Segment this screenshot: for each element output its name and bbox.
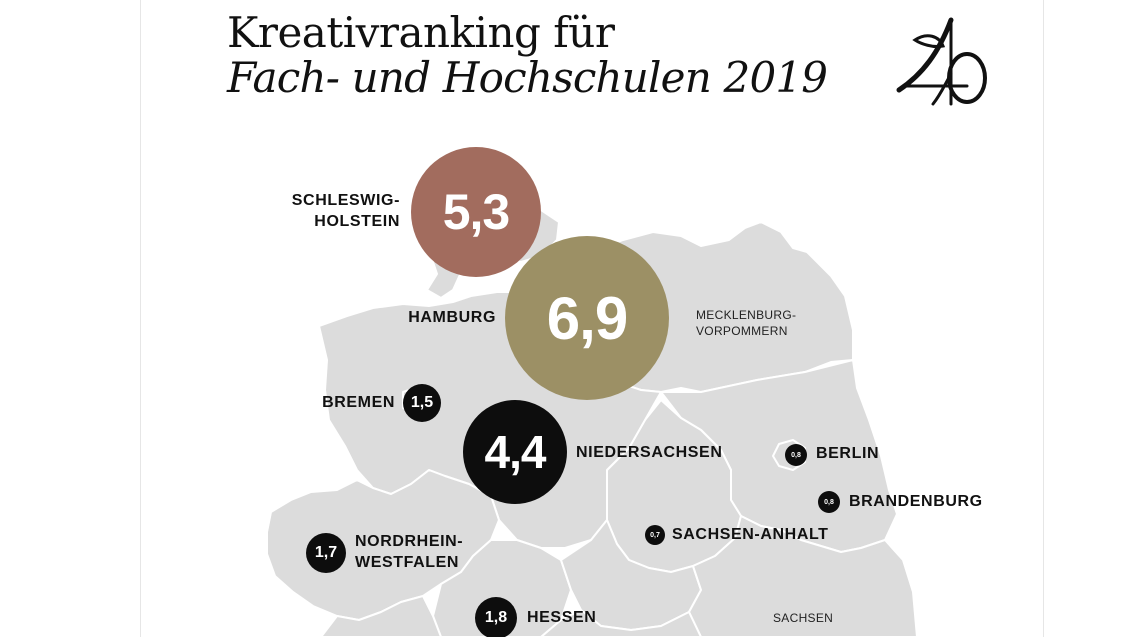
label-brandenburg: BRANDENBURG bbox=[849, 493, 983, 510]
title-line-1: Kreativranking für bbox=[227, 8, 615, 57]
label-schleswig-holstein: SCHLESWIG- HOLSTEIN bbox=[292, 191, 400, 233]
label-hamburg: HAMBURG bbox=[408, 309, 496, 326]
label-nrw-line2: WESTFALEN bbox=[355, 553, 460, 571]
page-title: Kreativranking für Fach- und Hochschulen… bbox=[227, 8, 828, 103]
label-mecklenburg-line2: VORPOMMERN bbox=[696, 323, 788, 338]
bubble-nordrhein-westfalen: 1,7 bbox=[306, 533, 346, 573]
adc-logo-icon bbox=[896, 17, 987, 106]
bubble-berlin: 0,8 bbox=[785, 444, 807, 466]
bubble-sachsen-anhalt: 0,7 bbox=[645, 525, 665, 545]
label-berlin: BERLIN bbox=[816, 445, 880, 462]
bubble-bremen: 1,5 bbox=[403, 384, 441, 422]
label-nordrhein-westfalen: NORDRHEIN- WESTFALEN bbox=[355, 532, 463, 574]
label-mecklenburg-line1: MECKLENBURG- bbox=[696, 308, 797, 322]
label-nrw-line1: NORDRHEIN- bbox=[355, 533, 464, 550]
label-bremen: BREMEN bbox=[322, 394, 395, 411]
bubble-niedersachsen: 4,4 bbox=[463, 400, 567, 504]
label-hessen: HESSEN bbox=[527, 609, 597, 626]
map-rheinland-pfalz-edge bbox=[320, 595, 442, 637]
label-sachsen-anhalt: SACHSEN-ANHALT bbox=[672, 526, 829, 543]
bubble-brandenburg: 0,8 bbox=[818, 491, 840, 513]
map-bayern-edge bbox=[540, 609, 702, 637]
label-sachsen: SACHSEN bbox=[773, 611, 834, 625]
bubble-hamburg: 6,9 bbox=[505, 236, 669, 400]
label-schleswig-holstein-line1: SCHLESWIG- bbox=[291, 192, 400, 209]
label-schleswig-holstein-line2: HOLSTEIN bbox=[314, 212, 400, 230]
title-line-2: Fach- und Hochschulen 2019 bbox=[227, 53, 828, 103]
infographic: Kreativranking für Fach- und Hochschulen… bbox=[140, 0, 1044, 637]
bubble-hessen: 1,8 bbox=[475, 597, 517, 637]
bubble-schleswig-holstein: 5,3 bbox=[411, 147, 541, 277]
label-niedersachsen: NIEDERSACHSEN bbox=[576, 444, 723, 461]
label-mecklenburg-vorpommern: MECKLENBURG- VORPOMMERN bbox=[696, 308, 796, 339]
